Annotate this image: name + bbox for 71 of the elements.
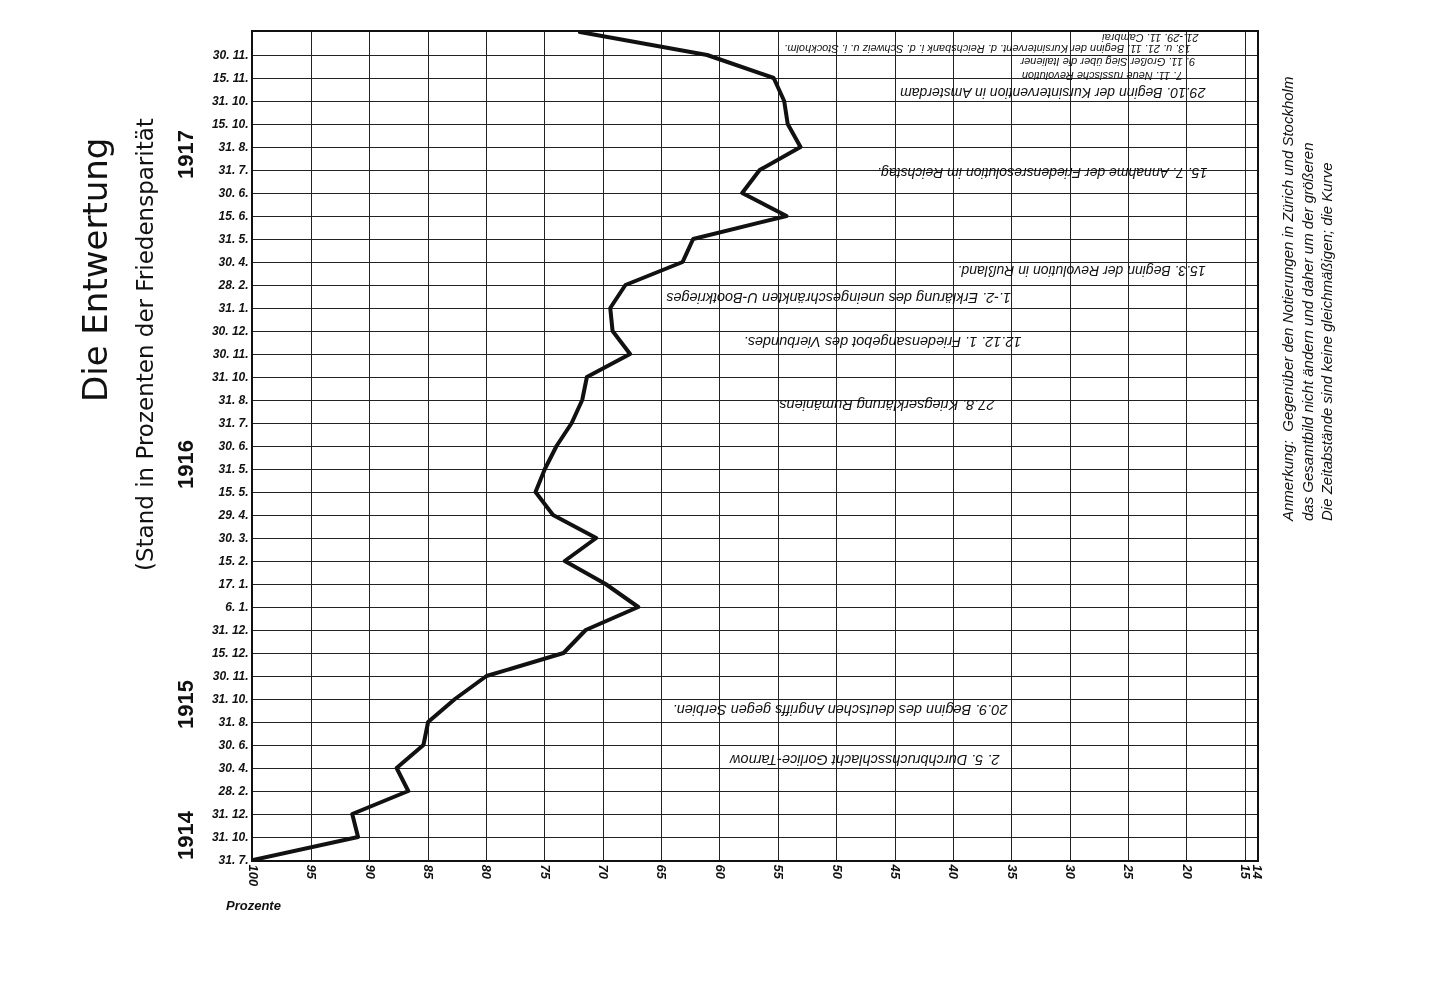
y-tick-label: 31. 10. bbox=[211, 692, 249, 707]
text: Anmerkung: Gegenüber den Notierungen in Zürich und Stockholm das Gesamtbild nicht ändern und daher um der größeren Die Zeitabstände sind keine gleichmäßigen; die Kurve bbox=[1279, 76, 1335, 522]
x-tick-label: 60 bbox=[712, 864, 728, 880]
x-tick-label: 75 bbox=[537, 864, 553, 880]
text: (Stand in Prozenten der Friedensparität bbox=[132, 118, 158, 571]
y-tick-label: 28. 2. bbox=[217, 784, 249, 799]
y-tick-label: 30. 4. bbox=[218, 761, 249, 776]
text: 1914 bbox=[173, 810, 198, 860]
x-tick-label: 50 bbox=[829, 864, 845, 880]
y-tick-label: 30. 11. bbox=[212, 347, 249, 362]
y-tick-label: 17. 1. bbox=[218, 577, 249, 592]
annotation: 15.3. Beginn der Revolution in Rußland. bbox=[957, 263, 1206, 279]
annotation: 1.-2. Erklärung des uneingeschränkten U-Bootkrieges bbox=[666, 290, 1012, 306]
x-tick-label: 90 bbox=[362, 864, 378, 880]
y-tick-label: 15. 6. bbox=[218, 209, 249, 224]
annotation: 15. 7. Annahme der Friedensresolution im Reichstag. bbox=[877, 165, 1208, 181]
text: 1917 bbox=[173, 130, 198, 179]
y-tick-label: 30. 11. bbox=[212, 669, 249, 684]
annotation: 12.12. 1. Friedensangebot des Vierbundes. bbox=[743, 334, 1022, 350]
y-tick-label: 30. 12. bbox=[211, 324, 249, 339]
x-tick-label: 35 bbox=[1004, 864, 1020, 880]
y-tick-label: 31. 7. bbox=[218, 163, 249, 178]
y-tick-label: 30. 11. bbox=[212, 48, 249, 63]
y-tick-label: 31. 8. bbox=[218, 140, 249, 155]
x-tick-label: 20 bbox=[1179, 863, 1195, 880]
y-tick-label: 31. 1. bbox=[218, 301, 249, 316]
annotation: 29.10. Beginn der Kursintervention in Amsterdam bbox=[899, 85, 1207, 101]
annotation: 9. 11. Großer Sieg über die Italiener bbox=[1019, 56, 1196, 68]
y-tick-label: 15. 10. bbox=[211, 117, 249, 132]
annotation: 2. 5. Durchbruchsschlacht Gorlice-Tarnow bbox=[728, 752, 1001, 768]
y-tick-label: 31. 8. bbox=[218, 393, 249, 408]
y-tick-label: 29. 4. bbox=[217, 508, 249, 523]
x-tick-label: 30 bbox=[1062, 864, 1078, 880]
y-tick-label: 31. 10. bbox=[211, 370, 249, 385]
text: 1916 bbox=[173, 440, 198, 489]
y-tick-label: 31. 8. bbox=[218, 715, 249, 730]
y-tick-label: 31. 10. bbox=[211, 94, 249, 109]
y-tick-label: 31. 12. bbox=[211, 623, 249, 638]
x-tick-label: 70 bbox=[596, 864, 612, 880]
x-tick-label: 40 bbox=[946, 863, 962, 880]
y-tick-label: 30. 4. bbox=[218, 255, 249, 270]
x-tick-label: 25 bbox=[1121, 863, 1137, 880]
y-tick-label: 30. 6. bbox=[218, 186, 249, 201]
y-tick-label: 15. 5. bbox=[218, 485, 249, 500]
y-tick-label: 15. 2. bbox=[218, 554, 249, 569]
text: Die Entwertung bbox=[75, 137, 115, 402]
x-axis-title: Prozente bbox=[226, 898, 281, 913]
y-tick-label: 31. 5. bbox=[218, 232, 249, 247]
y-tick-label: 30. 3. bbox=[218, 531, 249, 546]
annotation: 7. 11. Neue russische Revolution bbox=[1021, 70, 1183, 82]
annotation: 27.8. Kriegserklärung Rumäniens. bbox=[775, 397, 996, 413]
y-tick-label: 31. 12. bbox=[211, 807, 249, 822]
annotation: 21.-29. 11. Cambrai bbox=[1101, 32, 1200, 44]
y-tick-label: 28. 2. bbox=[217, 278, 249, 293]
x-tick-label: 80 bbox=[479, 864, 495, 880]
x-tick-label: 55 bbox=[771, 864, 787, 880]
x-tick-label: 65 bbox=[654, 864, 670, 880]
y-tick-label: 31. 7. bbox=[218, 416, 249, 431]
annotation: 13. u. 21. 11. Beginn der Kursintervent. d. Reichsbank i. d. Schweiz u. i. Stockholm. bbox=[784, 43, 1191, 55]
y-tick-label: 31. 10. bbox=[211, 830, 249, 845]
y-tick-label: 30. 6. bbox=[218, 439, 249, 454]
x-tick-label: 85 bbox=[420, 864, 436, 880]
y-tick-label: 6. 1. bbox=[225, 600, 249, 615]
y-tick-label: 30. 6. bbox=[218, 738, 249, 753]
y-tick-label: 15. 12. bbox=[211, 646, 249, 661]
x-tick-label: 95 bbox=[304, 864, 320, 880]
x-tick-label: 45 bbox=[887, 863, 903, 880]
y-tick-label: 15. 11. bbox=[212, 71, 249, 86]
y-tick-label: 31. 5. bbox=[218, 462, 249, 477]
annotation: 20.9. Beginn des deutschen Angriffs gegen Serbien. bbox=[672, 702, 1009, 718]
text: 1915 bbox=[173, 680, 198, 729]
